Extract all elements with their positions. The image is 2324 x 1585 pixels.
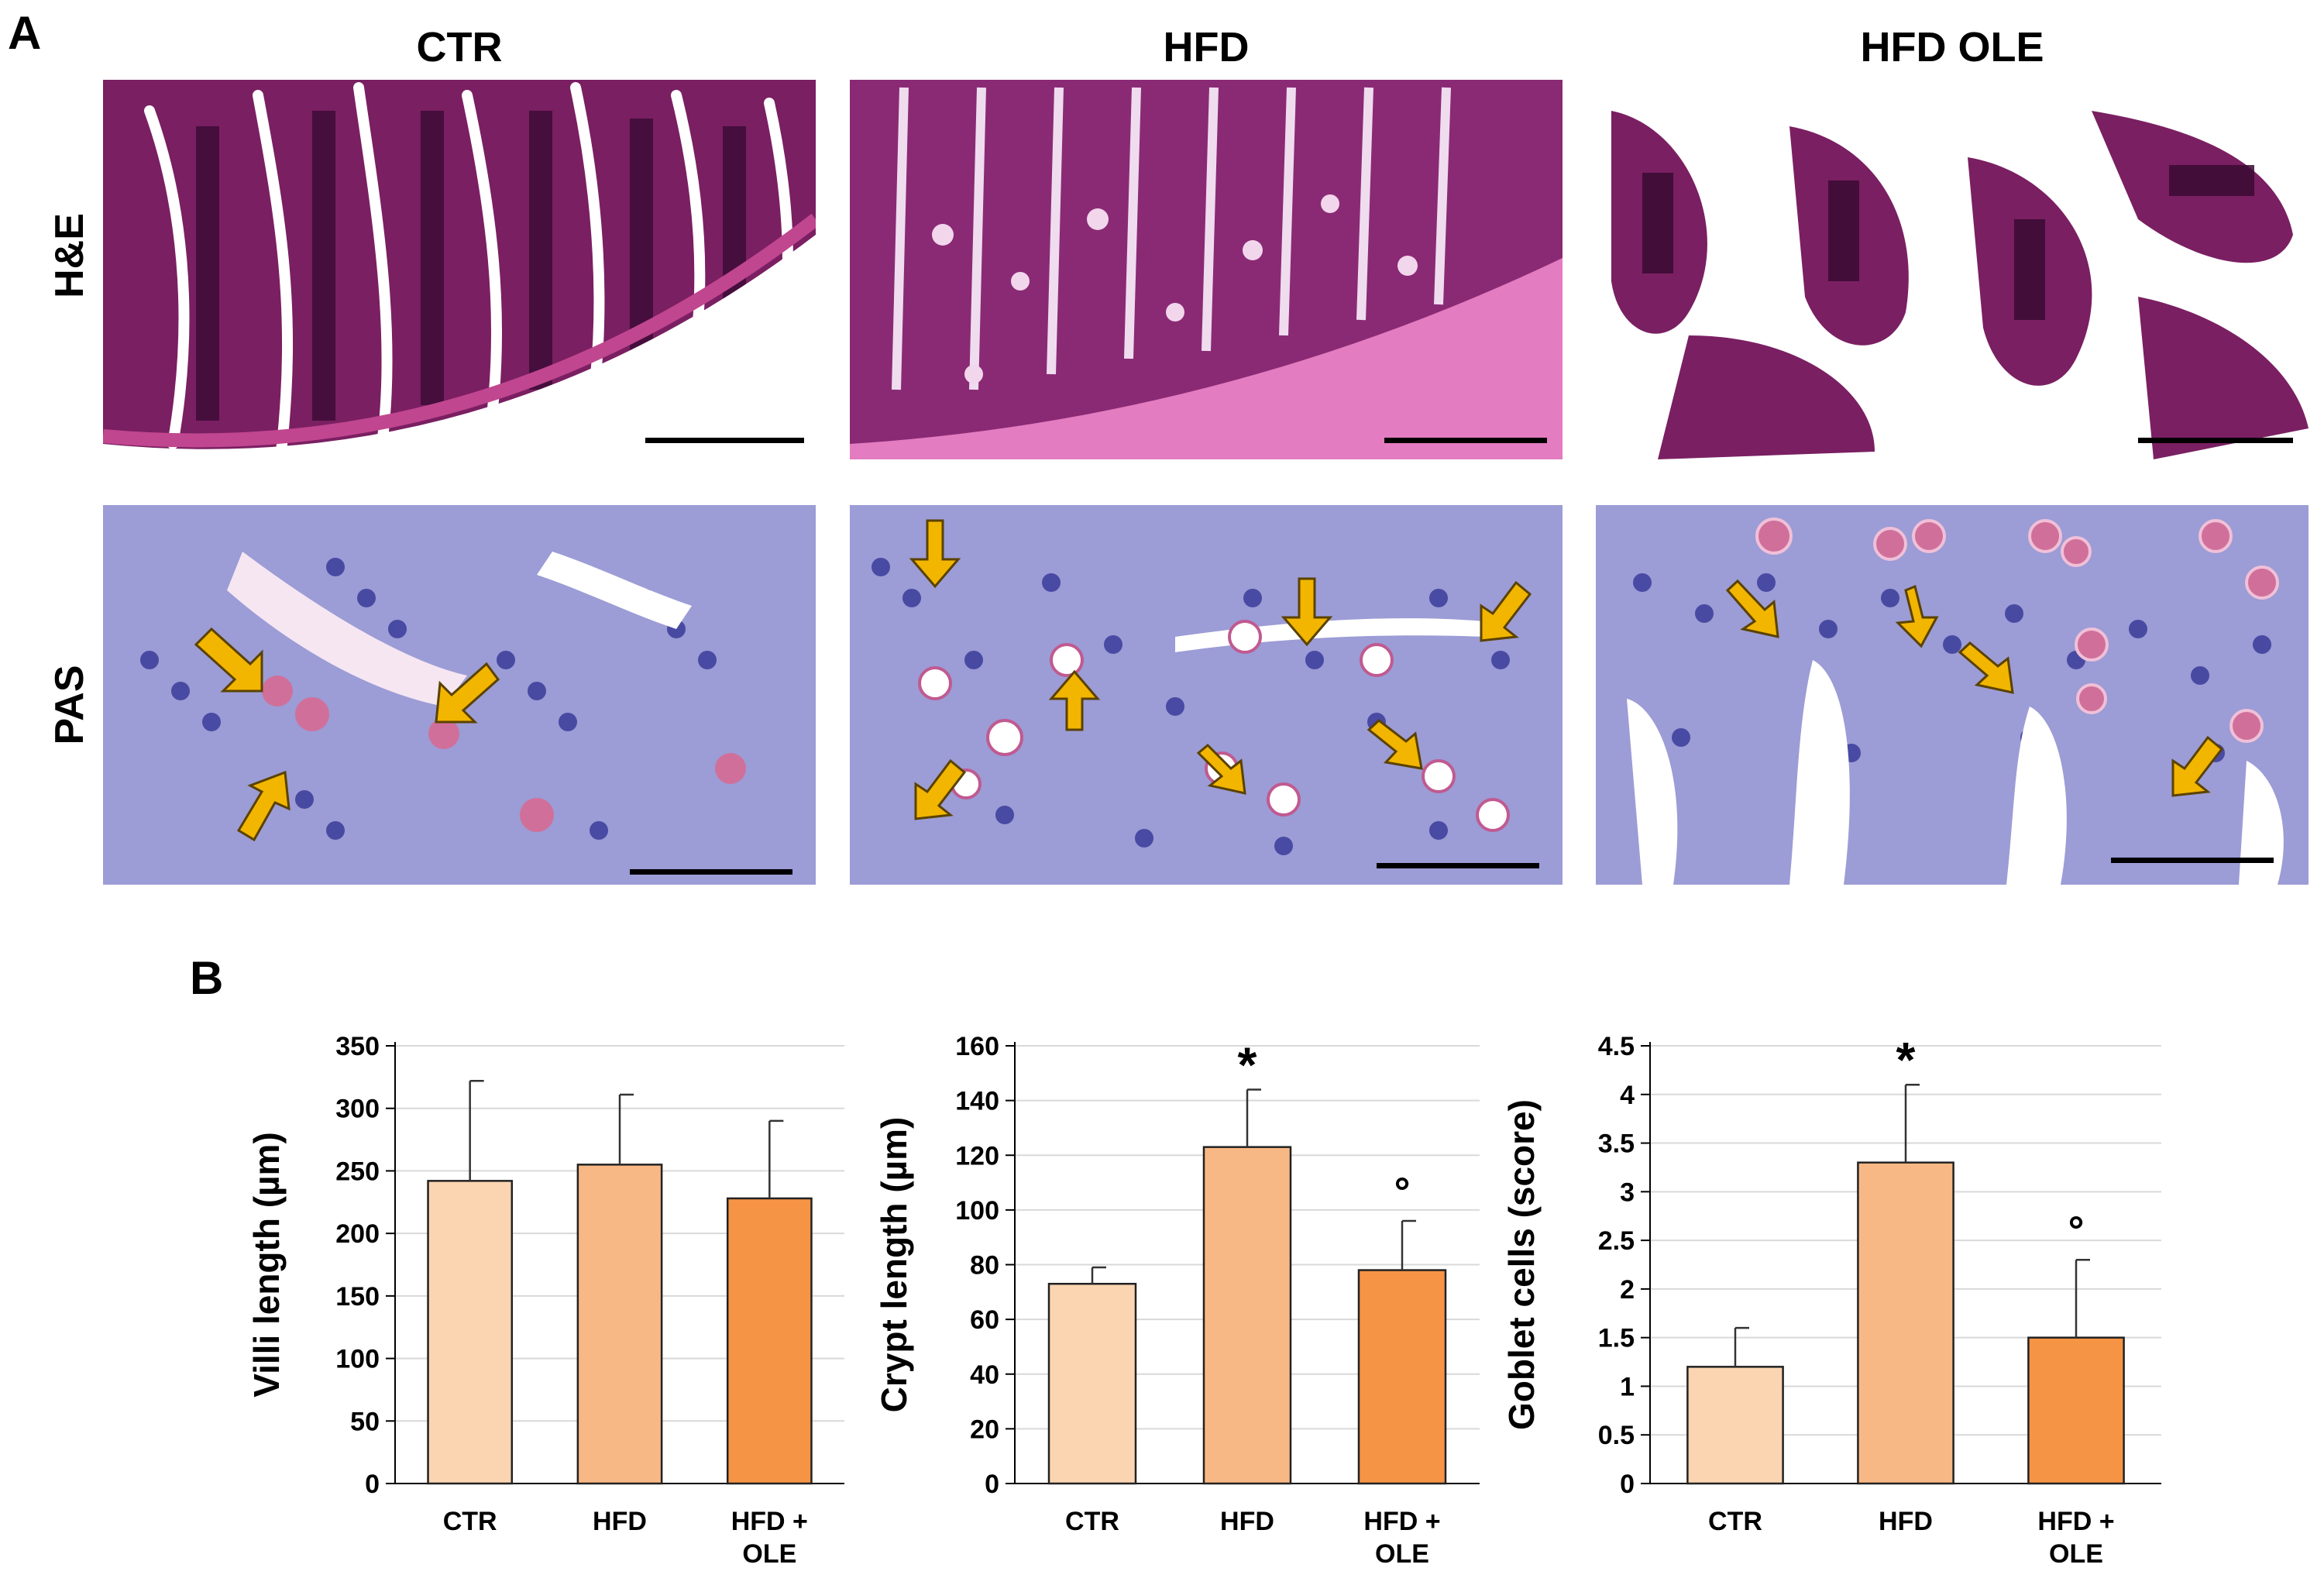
column-title-hfd: HFD [1163,24,1250,70]
scale-bar [1384,438,1547,443]
x-tick-label: CTR [1065,1507,1119,1536]
y-axis-label: Goblet cells (score) [1501,1099,1542,1430]
micrograph-pas-ctr [103,505,816,885]
micrograph-he-hfd [850,80,1563,459]
scale-bar [2138,438,2293,443]
x-tick-label: OLE [742,1539,796,1569]
y-tick-label: 0 [985,1470,999,1499]
y-tick-label: 0 [365,1470,380,1499]
panel-a-letter: A [8,7,42,59]
micrograph-pas-hfd [850,505,1563,885]
bar [2027,1336,2125,1485]
x-tick-label: HFD [1220,1507,1274,1536]
y-tick-label: 60 [970,1305,999,1335]
chart-crypt-length-plot: 0 20 40 60 80 100 120 140 160 Crypt length (µm) CT… [874,1032,1480,1569]
micrograph-pas-hfd-ole [1596,505,2309,885]
bar [1357,1269,1447,1485]
chart-crypt-length: 0 20 40 60 80 100 120 140 160 Crypt length (µm) CT… [860,999,1495,1580]
x-tick-label: HFD [593,1507,647,1536]
x-tick-label: HFD + [2037,1507,2114,1536]
x-tick-label: CTR [443,1507,497,1536]
y-axis-label: Villi length (µm) [246,1132,287,1398]
column-title-hfd-ole: HFD OLE [1860,24,2044,70]
y-tick-label: 150 [335,1282,380,1312]
y-tick-label: 100 [955,1196,999,1226]
x-tick-label: HFD [1879,1507,1933,1536]
significance-circle: ° [2068,1209,2085,1253]
y-tick-label: 2 [1620,1275,1635,1305]
chart-goblet-cells: 0 0.5 1 1.5 2 2.5 3 3.5 4 4.5 Goblet cells (score)… [1487,999,2309,1580]
y-axis-label: Crypt length (µm) [874,1117,914,1413]
bar [726,1197,813,1485]
scale-bar [1377,863,1539,868]
y-tick-label: 140 [955,1087,999,1116]
y-tick-label: 4 [1620,1081,1635,1110]
x-tick-label: OLE [1375,1539,1429,1569]
y-tick-label: 100 [335,1345,380,1374]
scale-bar [630,869,792,875]
y-tick-label: 80 [970,1251,999,1281]
y-tick-label: 350 [335,1032,380,1061]
y-tick-label: 0 [1620,1470,1635,1499]
significance-star: * [1896,1032,1916,1088]
y-tick-label: 1.5 [1598,1324,1635,1353]
y-tick-label: 1 [1620,1372,1635,1401]
significance-circle: ° [1394,1170,1411,1215]
y-tick-label: 120 [955,1141,999,1171]
micrograph-he-hfd-ole [1596,80,2309,459]
y-tick-label: 250 [335,1157,380,1186]
y-tick-label: 160 [955,1032,999,1061]
scale-bar [645,438,804,443]
y-tick-label: 200 [335,1219,380,1249]
row-label-pas: PAS [47,665,92,745]
chart-villi-length: 0 50 100 150 200 250 300 350 Villi length (µm) CT… [232,999,852,1580]
bar [427,1180,514,1485]
x-tick-label: CTR [1708,1507,1762,1536]
column-title-ctr: CTR [416,24,503,70]
chart-goblet-cells-plot: 0 0.5 1 1.5 2 2.5 3 3.5 4 4.5 Goblet cells (score)… [1501,1032,2161,1569]
chart-villi-length-plot: 0 50 100 150 200 250 300 350 Villi length (µm) CT… [246,1032,844,1569]
y-tick-label: 50 [350,1407,380,1436]
y-tick-label: 300 [335,1095,380,1124]
x-tick-label: OLE [2049,1539,2103,1569]
y-tick-label: 40 [970,1360,999,1390]
bar [576,1164,663,1485]
x-tick-label: HFD + [731,1507,808,1536]
significance-star: * [1238,1037,1257,1093]
bar [1686,1366,1784,1485]
micrograph-he-ctr [103,80,816,459]
y-tick-label: 2.5 [1598,1226,1635,1256]
y-tick-label: 20 [970,1415,999,1444]
bar [1857,1161,1954,1485]
bar [1047,1282,1137,1485]
y-tick-label: 4.5 [1598,1032,1635,1061]
scale-bar [2111,858,2274,863]
y-tick-label: 3.5 [1598,1129,1635,1159]
row-label-he: H&E [47,213,92,298]
y-tick-label: 3 [1620,1178,1635,1207]
panel-b-letter: B [190,952,224,1004]
y-tick-label: 0.5 [1598,1421,1635,1450]
bar [1202,1146,1292,1485]
x-tick-label: HFD + [1363,1507,1440,1536]
